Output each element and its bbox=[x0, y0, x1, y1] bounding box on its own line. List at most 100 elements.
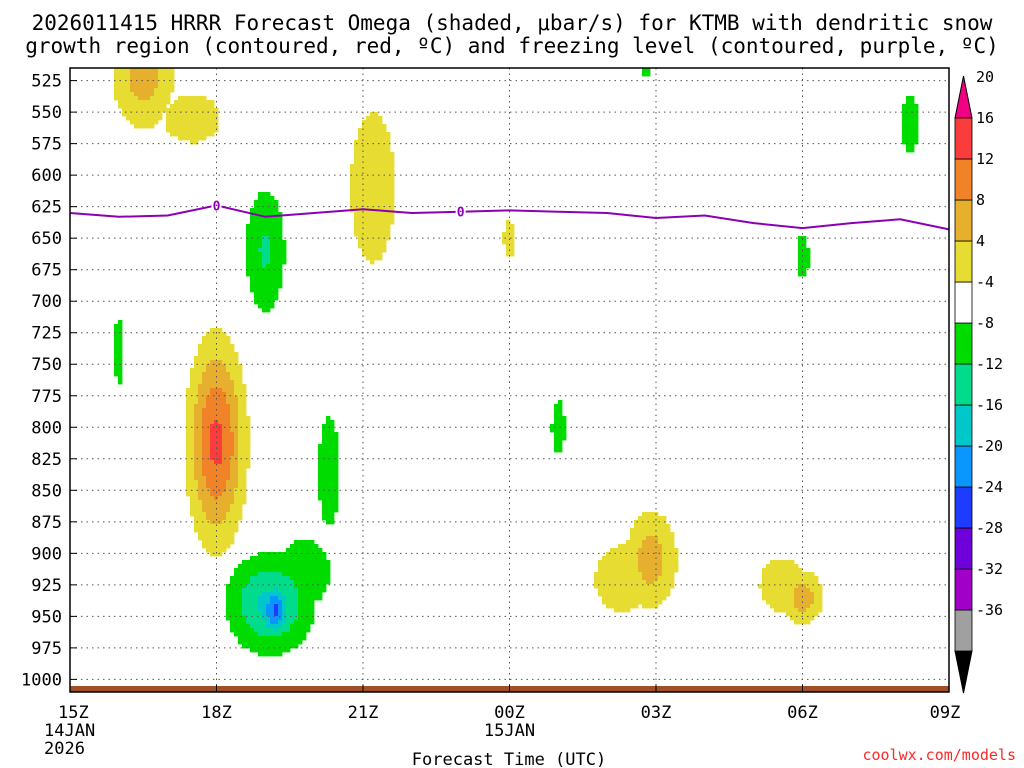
omega-cell bbox=[234, 516, 239, 521]
omega-cell bbox=[242, 576, 247, 581]
omega-cell bbox=[210, 404, 215, 409]
omega-cell bbox=[614, 600, 619, 605]
omega-cell bbox=[222, 396, 227, 401]
omega-cell bbox=[382, 152, 387, 157]
omega-cell bbox=[646, 512, 651, 517]
omega-cell bbox=[238, 580, 243, 585]
omega-cell bbox=[262, 576, 267, 581]
omega-cell bbox=[246, 256, 251, 261]
omega-cell bbox=[290, 640, 295, 645]
omega-cell bbox=[206, 124, 211, 129]
omega-cell bbox=[202, 452, 207, 457]
omega-cell bbox=[234, 492, 239, 497]
omega-cell bbox=[254, 280, 259, 285]
omega-cell bbox=[206, 420, 211, 425]
omega-cell bbox=[250, 288, 255, 293]
omega-cell bbox=[154, 96, 159, 101]
omega-cell bbox=[218, 364, 223, 369]
omega-cell bbox=[290, 596, 295, 601]
omega-cell bbox=[278, 212, 283, 217]
omega-cell bbox=[178, 116, 183, 121]
omega-cell bbox=[902, 124, 907, 129]
omega-cell bbox=[318, 552, 323, 557]
omega-cell bbox=[614, 548, 619, 553]
omega-cell bbox=[150, 112, 155, 117]
omega-cell bbox=[618, 552, 623, 557]
omega-cell bbox=[310, 560, 315, 565]
omega-cell bbox=[366, 124, 371, 129]
omega-cell bbox=[378, 216, 383, 221]
omega-cell bbox=[234, 632, 239, 637]
omega-cell bbox=[234, 600, 239, 605]
omega-cell bbox=[274, 276, 279, 281]
omega-cell bbox=[278, 220, 283, 225]
omega-cell bbox=[146, 112, 151, 117]
omega-cell bbox=[246, 424, 251, 429]
omega-cell bbox=[206, 348, 211, 353]
omega-cell bbox=[298, 600, 303, 605]
omega-cell bbox=[274, 216, 279, 221]
omega-cell bbox=[210, 332, 215, 337]
omega-cell bbox=[218, 540, 223, 545]
omega-cell bbox=[214, 500, 219, 505]
omega-cell bbox=[262, 240, 267, 245]
omega-cell bbox=[386, 184, 391, 189]
omega-cell bbox=[238, 604, 243, 609]
omega-cell bbox=[322, 588, 327, 593]
omega-cell bbox=[210, 532, 215, 537]
omega-cell bbox=[374, 248, 379, 253]
omega-cell bbox=[794, 608, 799, 613]
omega-cell bbox=[374, 216, 379, 221]
omega-cell bbox=[650, 568, 655, 573]
omega-cell bbox=[354, 192, 359, 197]
omega-cell bbox=[262, 264, 267, 269]
omega-cell bbox=[258, 600, 263, 605]
omega-cell bbox=[230, 584, 235, 589]
omega-cell bbox=[210, 504, 215, 509]
omega-cell bbox=[650, 604, 655, 609]
omega-cell bbox=[374, 160, 379, 165]
omega-cell bbox=[614, 576, 619, 581]
omega-cell bbox=[782, 596, 787, 601]
omega-cell bbox=[130, 112, 135, 117]
omega-cell bbox=[226, 508, 231, 513]
omega-cell bbox=[358, 232, 363, 237]
y-tick-label: 825 bbox=[31, 450, 62, 470]
omega-cell bbox=[206, 468, 211, 473]
omega-cell bbox=[230, 588, 235, 593]
omega-cell bbox=[374, 136, 379, 141]
omega-cell bbox=[190, 392, 195, 397]
omega-cell bbox=[790, 596, 795, 601]
omega-cell bbox=[234, 608, 239, 613]
omega-cell bbox=[202, 384, 207, 389]
omega-cell bbox=[270, 564, 275, 569]
omega-cell bbox=[650, 600, 655, 605]
colorbar-bin bbox=[954, 486, 973, 529]
omega-cell bbox=[318, 596, 323, 601]
omega-cell bbox=[250, 252, 255, 257]
omega-cell bbox=[242, 412, 247, 417]
omega-cell bbox=[222, 392, 227, 397]
omega-cell bbox=[298, 616, 303, 621]
omega-cell bbox=[626, 556, 631, 561]
omega-cell bbox=[334, 488, 339, 493]
omega-cell bbox=[222, 448, 227, 453]
omega-cell bbox=[134, 112, 139, 117]
omega-cell bbox=[330, 436, 335, 441]
omega-cell bbox=[170, 80, 175, 85]
omega-cell bbox=[194, 136, 199, 141]
omega-cell bbox=[114, 72, 119, 77]
omega-cell bbox=[266, 592, 271, 597]
omega-cell bbox=[362, 140, 367, 145]
omega-cell bbox=[138, 96, 143, 101]
omega-cell bbox=[282, 260, 287, 265]
omega-cell bbox=[210, 548, 215, 553]
omega-cell bbox=[662, 528, 667, 533]
omega-cell bbox=[142, 88, 147, 93]
omega-cell bbox=[290, 548, 295, 553]
omega-cell bbox=[190, 388, 195, 393]
omega-cell bbox=[602, 564, 607, 569]
omega-cell bbox=[358, 220, 363, 225]
omega-cell bbox=[142, 96, 147, 101]
